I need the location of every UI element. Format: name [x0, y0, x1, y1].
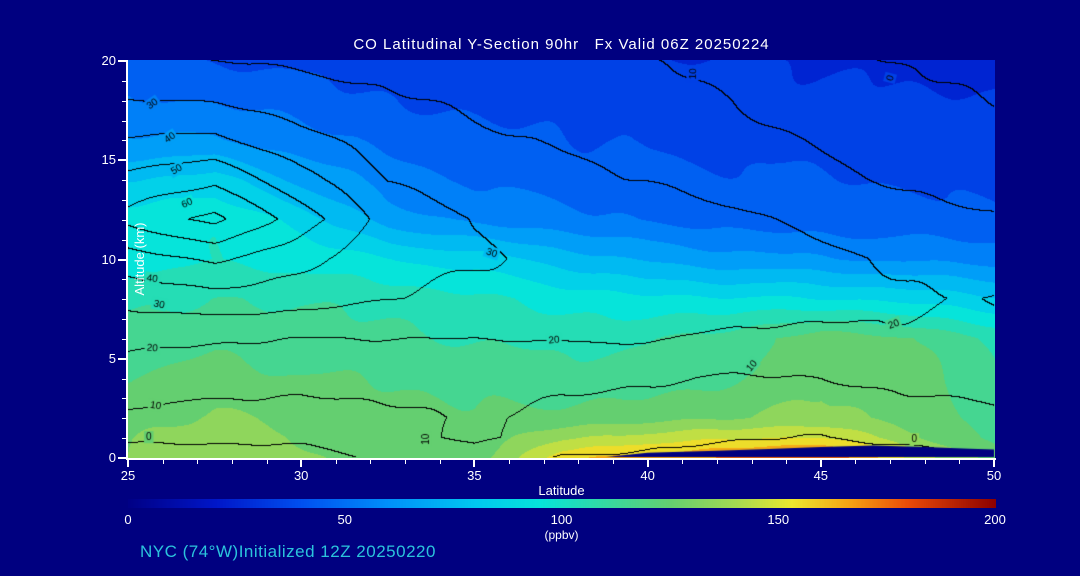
x-axis-line	[126, 458, 996, 460]
x-tick-label: 45	[813, 468, 829, 483]
x-tick-minor	[439, 460, 441, 464]
y-tick-label: 0	[108, 450, 116, 465]
x-tick-minor	[162, 460, 164, 464]
y-tick-minor	[122, 438, 126, 440]
chart-title: CO Latitudinal Y-Section 90hr Fx Valid 0…	[353, 36, 770, 53]
x-tick-minor	[924, 460, 926, 464]
y-tick-minor	[122, 398, 126, 400]
x-tick-major	[300, 460, 303, 467]
colorbar-tick-label: 200	[984, 512, 1006, 527]
y-tick-major	[118, 357, 126, 360]
y-tick-major	[118, 258, 126, 261]
x-tick-minor	[682, 460, 684, 464]
x-tick-minor	[266, 460, 268, 464]
x-tick-minor	[405, 460, 407, 464]
x-tick-minor	[335, 460, 337, 464]
y-tick-label: 20	[101, 53, 116, 68]
y-tick-minor	[122, 239, 126, 241]
x-tick-major	[127, 460, 129, 467]
x-tick-major	[993, 460, 995, 467]
run-info-annotation: NYC (74°W)Initialized 12Z 20250220	[140, 542, 436, 561]
contour-plot-canvas	[128, 60, 995, 458]
x-tick-minor	[959, 460, 961, 464]
colorbar-tick-label: 50	[337, 512, 352, 527]
x-tick-label: 30	[293, 468, 309, 483]
y-tick-major	[118, 457, 126, 459]
y-tick-minor	[122, 378, 126, 380]
x-tick-label: 35	[467, 468, 482, 483]
colorbar-canvas	[128, 499, 996, 508]
y-tick-minor	[122, 219, 126, 221]
x-tick-minor	[612, 460, 614, 464]
y-tick-major	[118, 60, 126, 62]
y-tick-minor	[122, 140, 126, 142]
y-tick-minor	[122, 120, 126, 122]
x-tick-minor	[197, 460, 199, 464]
x-tick-minor	[751, 460, 753, 464]
y-tick-minor	[122, 279, 126, 281]
colorbar-tick-label: 100	[550, 512, 573, 527]
x-tick-label: 40	[640, 468, 655, 483]
y-tick-major	[118, 159, 126, 162]
x-tick-minor	[786, 460, 788, 464]
y-tick-label: 15	[101, 152, 116, 168]
colorbar-tick-label: 0	[124, 512, 132, 527]
x-tick-minor	[855, 460, 857, 464]
y-tick-label: 5	[108, 350, 116, 366]
y-axis-title: Altitude (km)	[132, 222, 147, 296]
y-tick-minor	[122, 100, 126, 102]
y-tick-minor	[122, 418, 126, 420]
x-tick-major	[473, 460, 476, 467]
x-tick-minor	[370, 460, 372, 464]
x-axis-title: Latitude	[538, 483, 585, 498]
y-tick-minor	[122, 338, 126, 340]
x-tick-label: 50	[986, 468, 1002, 483]
y-tick-minor	[122, 180, 126, 182]
colorbar-unit-label: (ppbv)	[544, 528, 579, 542]
x-tick-major	[646, 460, 649, 467]
y-axis-line	[126, 60, 128, 459]
y-tick-minor	[122, 199, 126, 201]
y-tick-label: 10	[101, 251, 116, 267]
x-tick-minor	[231, 460, 233, 464]
colorbar-tick-label: 150	[767, 512, 790, 527]
x-tick-minor	[509, 460, 511, 464]
y-tick-minor	[122, 80, 126, 82]
x-tick-minor	[890, 460, 892, 464]
x-tick-label: 25	[120, 468, 136, 483]
y-tick-minor	[122, 319, 126, 321]
y-tick-minor	[122, 299, 126, 301]
x-tick-minor	[716, 460, 718, 464]
x-tick-major	[819, 460, 822, 467]
x-tick-minor	[543, 460, 545, 464]
x-tick-minor	[578, 460, 580, 464]
